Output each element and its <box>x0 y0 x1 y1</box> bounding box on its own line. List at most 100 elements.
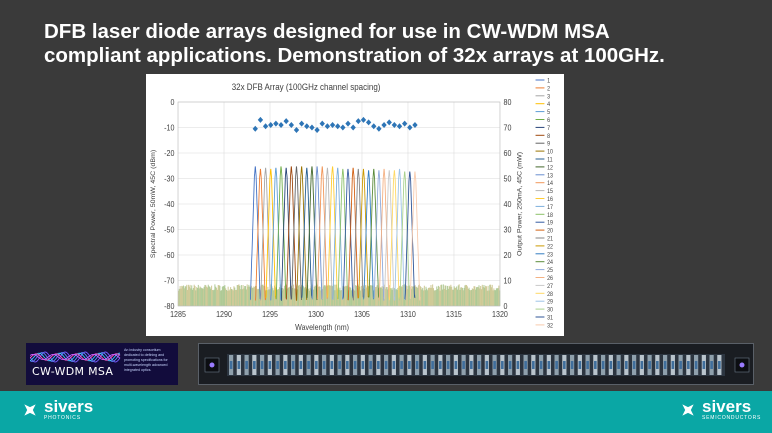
spectral-line-14 <box>316 166 328 300</box>
chip-waveguide <box>353 361 357 369</box>
sivers-star-icon <box>682 404 694 416</box>
chip-waveguide <box>516 361 520 369</box>
y-tick-label: -20 <box>164 149 174 159</box>
chip-waveguide <box>493 361 496 369</box>
chip-waveguide <box>400 361 403 369</box>
chip-waveguide <box>555 361 558 369</box>
legend-entry-14: 14 <box>547 181 553 187</box>
y-tick-label: -80 <box>164 302 174 312</box>
legend-entry-32: 32 <box>547 323 553 329</box>
brand-right-sub: SEMICONDUCTORS <box>702 415 762 421</box>
output-power-point <box>350 124 356 131</box>
brand-right-text: sivers SEMICONDUCTORS <box>702 398 762 421</box>
chip-waveguide <box>423 361 427 369</box>
chip-waveguide <box>245 361 248 369</box>
output-power-point <box>293 127 300 134</box>
laser-array-chip-image <box>198 343 754 385</box>
output-power-point <box>355 118 361 125</box>
output-power-point <box>273 120 279 127</box>
legend-entry-4: 4 <box>547 102 550 108</box>
chip-waveguide <box>346 361 349 369</box>
legend-entry-13: 13 <box>547 173 553 179</box>
output-power-point <box>371 123 377 130</box>
output-power-point <box>391 121 398 128</box>
wave-line <box>30 352 120 362</box>
footer-bar: sivers PHOTONICS sivers SEMICONDUCTORS <box>0 391 772 433</box>
chart-canvas: 0-10-20-30-40-50-60-70-80807060504030201… <box>150 78 553 332</box>
slide-title-line-2: compliant applications. Demonstration of… <box>44 44 665 67</box>
spectral-line-25 <box>373 170 385 301</box>
chip-waveguide <box>656 361 659 369</box>
output-power-point <box>262 123 269 130</box>
chip-waveguide <box>260 361 264 369</box>
output-power-point <box>252 125 258 132</box>
chip-waveguide <box>307 361 310 369</box>
chip-waveguide <box>462 361 465 369</box>
chip-waveguide <box>524 361 527 369</box>
output-power-point <box>314 127 320 134</box>
msa-logo-name: CW-WDM MSA <box>32 365 114 378</box>
legend-entry-3: 3 <box>547 94 550 100</box>
spectral-line-4 <box>265 168 277 299</box>
legend-entry-10: 10 <box>547 149 553 155</box>
x-tick-label: 1300 <box>308 310 324 320</box>
chip-waveguide <box>532 361 535 369</box>
chip-waveguide <box>439 361 442 369</box>
legend-entry-25: 25 <box>547 268 553 274</box>
output-power-point <box>396 123 403 130</box>
output-power-point <box>278 121 284 128</box>
legend-entry-15: 15 <box>547 189 553 195</box>
legend-entry-26: 26 <box>547 276 553 282</box>
chip-waveguide <box>299 361 303 369</box>
spectral-line-20 <box>347 167 359 301</box>
spectral-line-17 <box>332 167 344 301</box>
spectral-line-30 <box>399 171 411 301</box>
legend-entry-22: 22 <box>547 244 553 250</box>
output-power-point <box>304 123 310 130</box>
noise-floor <box>177 284 501 306</box>
x-tick-label: 1285 <box>170 310 186 320</box>
y2-tick-label: 10 <box>504 276 512 286</box>
spectral-line-10 <box>296 166 308 301</box>
chip-waveguide <box>710 361 713 369</box>
chip-waveguide <box>330 361 334 369</box>
x-tick-label: 1310 <box>400 310 416 320</box>
y-tick-label: -30 <box>164 174 174 184</box>
y2-tick-label: 30 <box>504 225 512 235</box>
chip-body <box>227 354 725 376</box>
output-power-point <box>340 124 346 131</box>
chart-axes: 0 -10 -20 -30 -40 -50 -60 -70 -80 80 70 60 50 40 30 20 1… <box>164 98 511 320</box>
legend-entry-8: 8 <box>547 134 550 140</box>
output-power-point <box>268 121 274 128</box>
legend-entry-24: 24 <box>547 260 553 266</box>
y-tick-label: -10 <box>164 123 174 133</box>
y-tick-label: -50 <box>164 225 174 235</box>
output-power-point <box>283 118 289 125</box>
chip-waveguide <box>415 361 419 369</box>
legend-entry-29: 29 <box>547 299 553 305</box>
chip-waveguide <box>632 361 636 369</box>
chip-waveguide <box>485 361 489 369</box>
output-power-point <box>345 120 351 127</box>
output-power-point <box>309 124 315 131</box>
chip-waveguide <box>229 361 233 369</box>
spectral-line-28 <box>388 170 400 301</box>
spectral-line-2 <box>254 168 266 301</box>
chip-waveguide <box>694 361 698 369</box>
slide-title-line-1: DFB laser diode arrays designed for use … <box>44 20 610 43</box>
chip-waveguide <box>237 361 241 369</box>
legend-entry-5: 5 <box>547 110 550 116</box>
y2-tick-label: 50 <box>504 174 512 184</box>
chip-waveguide <box>338 361 341 369</box>
y-tick-label: -60 <box>164 251 174 261</box>
legend-entry-28: 28 <box>547 292 553 298</box>
y-tick-label: -40 <box>164 200 174 210</box>
chip-waveguide <box>601 361 605 369</box>
chip-waveguide <box>594 361 597 369</box>
chip-waveguide <box>384 361 388 369</box>
chip-waveguide <box>291 361 295 369</box>
legend-entry-1: 1 <box>547 78 550 84</box>
y2-tick-label: 20 <box>504 251 512 261</box>
chip-waveguide <box>617 361 620 369</box>
wave-line <box>30 351 121 363</box>
